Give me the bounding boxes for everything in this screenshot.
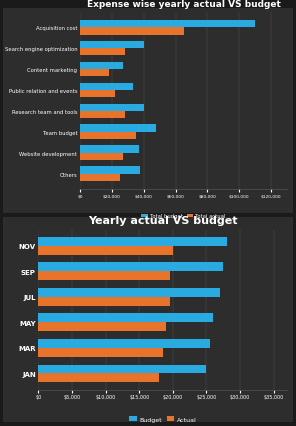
Bar (38, 339, 210, 348)
Bar (38, 263, 223, 272)
Bar (80, 167, 141, 174)
Title: Expense wise yearly actual VS budget: Expense wise yearly actual VS budget (87, 0, 280, 9)
Bar (80, 42, 144, 49)
Bar (38, 297, 170, 306)
Bar (80, 132, 136, 140)
Bar (80, 146, 139, 153)
Bar (80, 153, 123, 161)
Bar (80, 104, 144, 112)
Bar (80, 49, 125, 56)
Bar (80, 125, 156, 132)
Bar (80, 174, 120, 181)
Bar (38, 314, 213, 322)
Bar (80, 63, 123, 70)
Bar (38, 374, 160, 383)
Bar (38, 322, 166, 331)
Bar (38, 237, 227, 246)
Bar (38, 288, 220, 297)
Legend: Budget, Actual: Budget, Actual (129, 417, 197, 422)
Bar (80, 70, 109, 77)
Bar (38, 246, 173, 255)
Legend: Total budget, Total actual: Total budget, Total actual (141, 214, 226, 219)
Title: Yearly actual VS budget: Yearly actual VS budget (88, 215, 238, 225)
Bar (38, 365, 207, 374)
Bar (80, 28, 184, 35)
Bar (80, 112, 125, 119)
Bar (38, 348, 163, 357)
Bar (80, 83, 133, 91)
Bar (80, 91, 115, 98)
Bar (38, 272, 170, 281)
Bar (80, 21, 255, 28)
